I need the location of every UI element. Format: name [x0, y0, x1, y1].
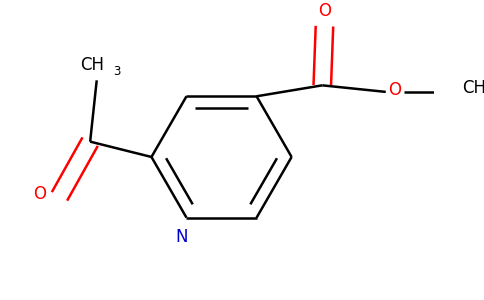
- Text: N: N: [176, 227, 188, 245]
- Text: O: O: [388, 81, 401, 99]
- Text: 3: 3: [113, 65, 121, 78]
- Text: CH: CH: [80, 56, 105, 74]
- Text: O: O: [33, 185, 46, 203]
- Text: O: O: [318, 2, 331, 20]
- Text: CH: CH: [462, 79, 484, 97]
